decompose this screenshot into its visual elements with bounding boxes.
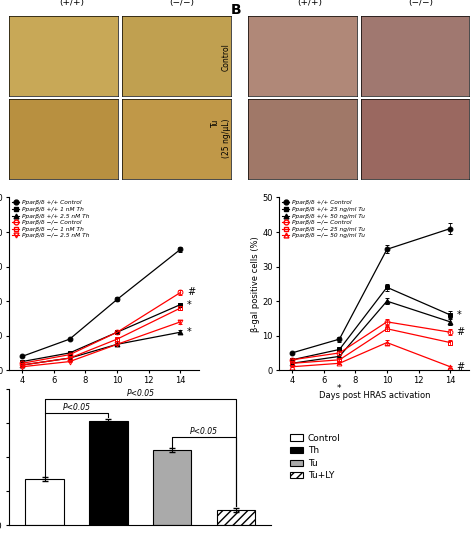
Text: *: * bbox=[187, 327, 191, 337]
Text: B: B bbox=[230, 3, 241, 18]
Legend: Pparβ/δ +/+ Control, Pparβ/δ +/+ 25 ng/ml Tu, Pparβ/δ +/+ 50 ng/ml Tu, Pparβ/δ −: Pparβ/δ +/+ Control, Pparβ/δ +/+ 25 ng/m… bbox=[282, 200, 365, 238]
Text: P<0.05: P<0.05 bbox=[126, 389, 155, 398]
Text: *: * bbox=[456, 310, 461, 320]
Text: (−/−): (−/−) bbox=[169, 0, 194, 7]
Bar bbox=[89, 421, 128, 525]
Legend: Pparβ/δ +/+ Control, Pparβ/δ +/+ 1 nM Th, Pparβ/δ +/+ 2.5 nM Th, Pparβ/δ −/− Con: Pparβ/δ +/+ Control, Pparβ/δ +/+ 1 nM Th… bbox=[12, 200, 89, 238]
X-axis label: Days post HRAS activation: Days post HRAS activation bbox=[319, 391, 430, 400]
Bar bbox=[153, 450, 191, 525]
Text: #: # bbox=[456, 362, 465, 372]
Y-axis label: β-gal positive cells (%): β-gal positive cells (%) bbox=[251, 236, 260, 331]
Text: *: * bbox=[187, 300, 191, 310]
Text: (+/+): (+/+) bbox=[298, 0, 323, 7]
Legend: Control, Th, Tu, Tu+LY: Control, Th, Tu, Tu+LY bbox=[287, 430, 344, 484]
Text: #: # bbox=[187, 288, 195, 298]
Text: (+/+): (+/+) bbox=[59, 0, 84, 7]
Bar bbox=[26, 479, 64, 525]
Text: Tu
(25 ng/μL): Tu (25 ng/μL) bbox=[211, 118, 230, 158]
Text: *: * bbox=[337, 384, 342, 393]
Text: #: # bbox=[456, 327, 465, 337]
X-axis label: Days post HRAS activation: Days post HRAS activation bbox=[49, 391, 160, 400]
Bar bbox=[217, 510, 255, 525]
Text: P<0.05: P<0.05 bbox=[63, 403, 91, 412]
Text: (−/−): (−/−) bbox=[408, 0, 433, 7]
Text: P<0.05: P<0.05 bbox=[190, 427, 218, 435]
Text: Control: Control bbox=[221, 43, 230, 71]
